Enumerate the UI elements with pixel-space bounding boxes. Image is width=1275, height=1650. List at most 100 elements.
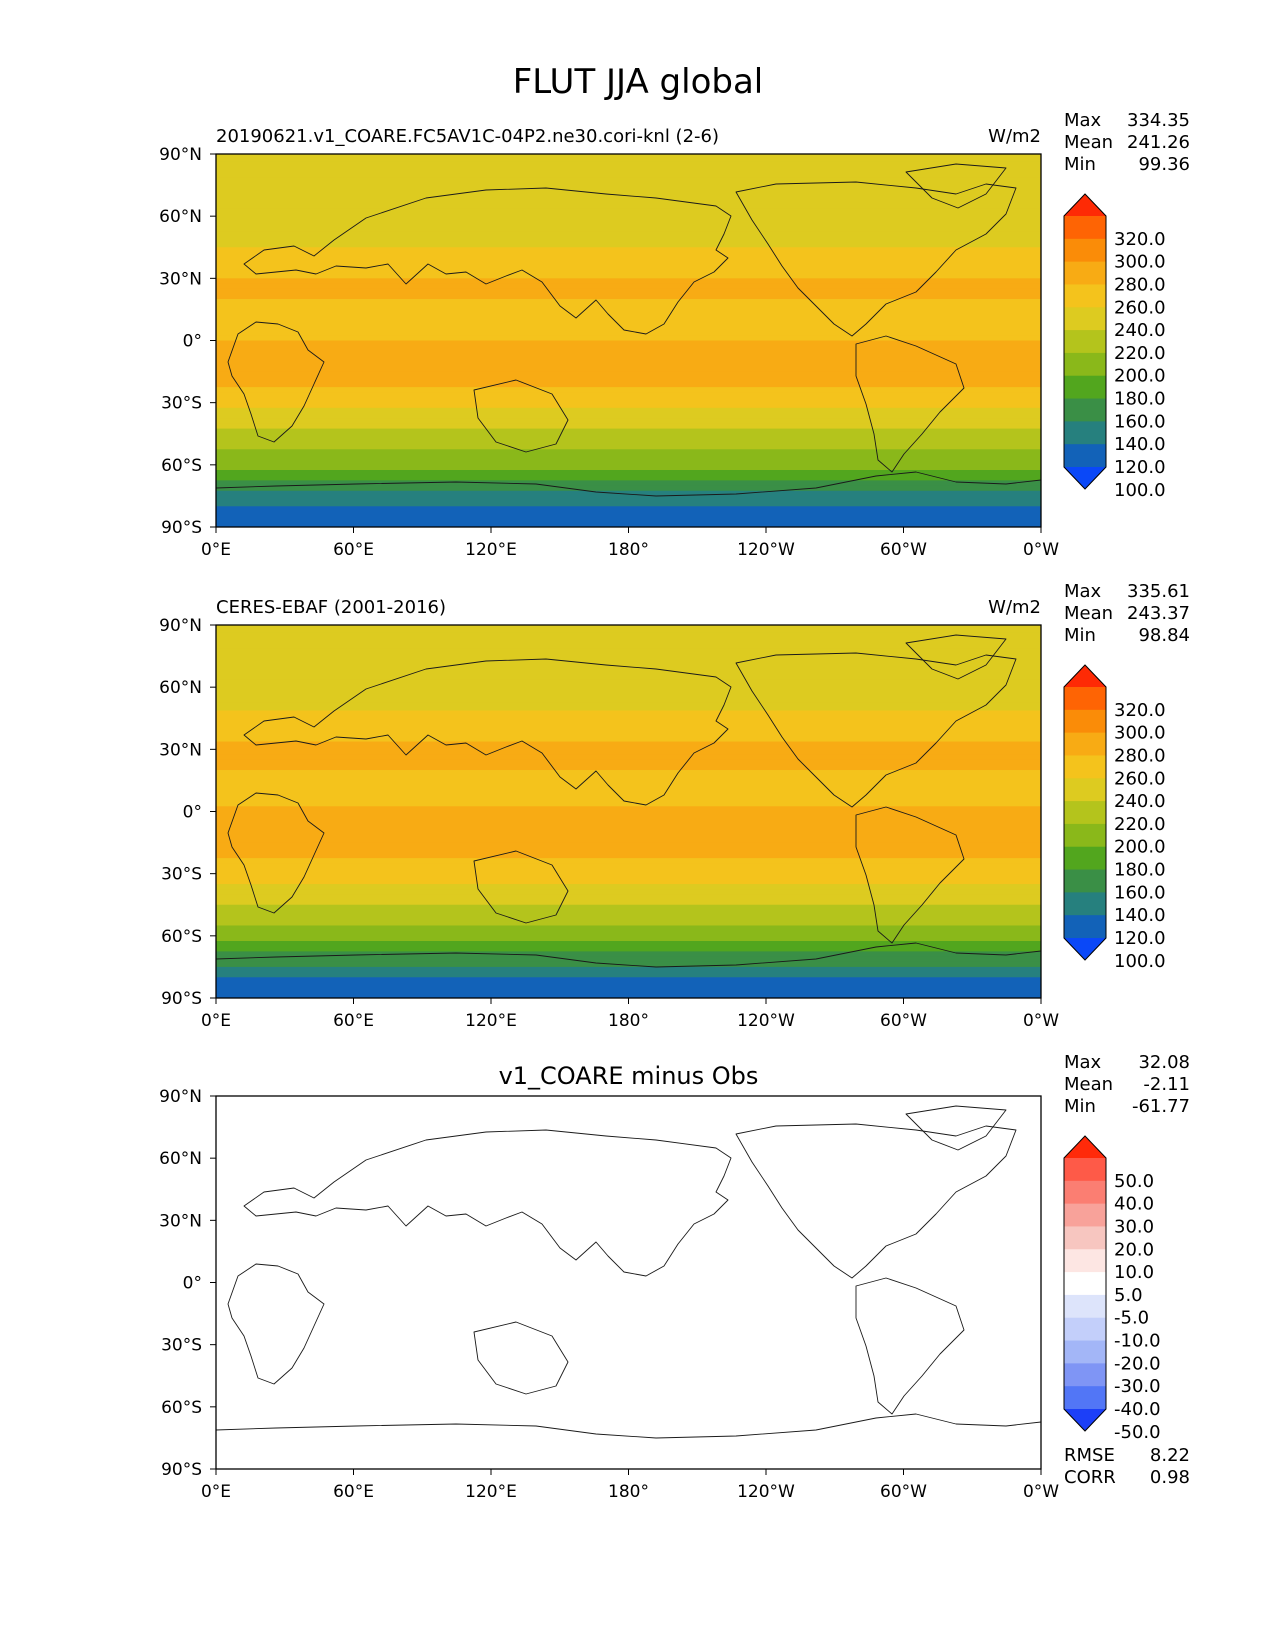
field-band xyxy=(216,208,1041,217)
colorbar-label: -20.0 xyxy=(1114,1353,1161,1374)
map-panel: 20190621.v1_COARE.FC5AV1C-04P2.ne30.cori… xyxy=(159,110,1190,560)
field-band xyxy=(216,837,1041,844)
y-tick-label: 30°S xyxy=(161,1336,202,1356)
stat-value: 243.37 xyxy=(1127,603,1190,624)
field-band xyxy=(216,941,1041,947)
coastline xyxy=(216,471,1041,497)
colorbar-segment xyxy=(1064,1180,1106,1205)
field-band xyxy=(216,1256,1041,1263)
colorbar-label: 5.0 xyxy=(1114,1285,1143,1306)
field-band xyxy=(216,1197,1041,1206)
field-band xyxy=(216,361,1041,368)
field-band xyxy=(216,759,1041,766)
field-band xyxy=(216,832,1041,839)
field-band xyxy=(216,1437,1041,1444)
field-band xyxy=(216,154,1041,163)
field-band xyxy=(216,1261,1041,1268)
field-band xyxy=(216,444,1041,450)
field-band xyxy=(216,324,1041,331)
colorbar-label: 100.0 xyxy=(1114,480,1166,501)
colorbar-segment xyxy=(1064,1203,1106,1227)
field-band xyxy=(216,262,1041,272)
field-band xyxy=(216,632,1041,642)
panel-left-title: CERES-EBAF (2001-2016) xyxy=(216,597,446,618)
field-band xyxy=(216,1165,1041,1175)
coastline xyxy=(243,658,732,806)
field-band xyxy=(216,1272,1041,1278)
y-tick-label: 30°S xyxy=(161,394,202,414)
field-band xyxy=(216,381,1041,388)
y-tick-label: 90°N xyxy=(159,616,202,636)
colorbar-label: 240.0 xyxy=(1114,320,1166,341)
stat-label: Min xyxy=(1064,1096,1096,1117)
y-tick-label: 60°S xyxy=(161,1398,202,1418)
panel-center-title: v1_COARE minus Obs xyxy=(499,1062,759,1090)
field-band xyxy=(216,878,1041,885)
colorbar-label: 160.0 xyxy=(1114,882,1166,903)
stat-label: Max xyxy=(1064,1052,1102,1073)
field-band xyxy=(216,330,1041,336)
field-band xyxy=(216,992,1041,998)
coastline xyxy=(473,379,569,453)
metric-value: 0.98 xyxy=(1150,1467,1190,1488)
field-band xyxy=(216,192,1041,202)
field-band xyxy=(216,868,1041,875)
coastline xyxy=(735,181,1017,337)
field-band xyxy=(216,930,1041,937)
field-band xyxy=(216,345,1041,352)
y-tick-label: 0° xyxy=(183,803,202,823)
field-band xyxy=(216,288,1041,295)
field-band xyxy=(216,1246,1041,1253)
field-band xyxy=(216,470,1041,476)
coastline xyxy=(905,163,1007,209)
panel-units: W/m2 xyxy=(988,126,1041,147)
colorbar-segment xyxy=(1064,330,1106,354)
stat-value: 334.35 xyxy=(1127,110,1190,131)
field-band xyxy=(216,1282,1041,1289)
field-band xyxy=(216,710,1041,719)
colorbar-segment xyxy=(1064,1363,1106,1387)
field-band xyxy=(216,350,1041,357)
x-tick-label: 0°E xyxy=(201,1482,231,1502)
colorbar-segment xyxy=(1064,238,1106,263)
field-band xyxy=(216,1329,1041,1335)
field-band xyxy=(216,480,1041,487)
field-band xyxy=(216,625,1041,634)
colorbar-segment xyxy=(1064,687,1106,711)
field-band xyxy=(216,961,1041,968)
field-band xyxy=(216,1318,1041,1325)
field-band xyxy=(216,1225,1041,1232)
coastline xyxy=(216,1413,1041,1439)
field-band xyxy=(216,475,1041,481)
field-band xyxy=(216,185,1041,194)
colorbar-label: 180.0 xyxy=(1114,860,1166,881)
y-tick-label: 60°S xyxy=(161,456,202,476)
field-band xyxy=(216,718,1041,727)
field-band xyxy=(216,775,1041,782)
y-tick-label: 90°S xyxy=(161,518,202,538)
field-band xyxy=(216,490,1041,497)
field-band xyxy=(216,687,1041,696)
field-band xyxy=(216,749,1041,756)
field-band xyxy=(216,428,1041,435)
map-area xyxy=(215,153,1042,528)
y-tick-label: 60°S xyxy=(161,927,202,947)
field xyxy=(216,1096,1041,1469)
field-band xyxy=(216,299,1041,305)
field-band xyxy=(216,1386,1041,1392)
colorbar-label: 20.0 xyxy=(1114,1239,1154,1260)
field-band xyxy=(216,418,1041,424)
coastline xyxy=(243,187,732,335)
colorbar-segment xyxy=(1064,823,1106,848)
field-band xyxy=(216,733,1041,743)
field-band xyxy=(216,827,1041,833)
field-band xyxy=(216,1453,1041,1460)
field-band xyxy=(216,1235,1041,1242)
stat-value: 98.84 xyxy=(1138,625,1190,646)
field-band xyxy=(216,371,1041,378)
field-band xyxy=(216,1308,1041,1315)
colorbar-extend-min xyxy=(1064,1409,1106,1431)
x-tick-label: 120°E xyxy=(465,1011,517,1031)
field-band xyxy=(216,1111,1041,1120)
field-band xyxy=(216,852,1041,859)
